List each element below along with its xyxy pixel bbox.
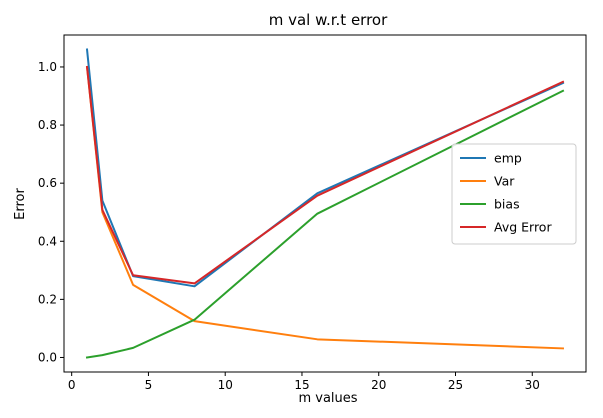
y-tick-label: 0.0 xyxy=(38,350,57,364)
legend-label: Var xyxy=(494,174,515,189)
legend-label: emp xyxy=(494,151,522,166)
x-axis-label: m values xyxy=(298,391,357,406)
legend-label: bias xyxy=(494,197,520,212)
legend-box xyxy=(451,143,577,245)
y-tick-label: 0.8 xyxy=(38,118,57,132)
x-tick-label: 15 xyxy=(294,378,309,392)
plot-frame xyxy=(63,34,587,373)
series-line-bias xyxy=(85,89,565,359)
y-tick-label: 1.0 xyxy=(38,60,57,74)
x-tick-label: 25 xyxy=(448,378,463,392)
x-axis: 0 5 10 15 20 25 30 xyxy=(68,372,540,392)
series-line-emp xyxy=(85,48,565,288)
x-tick-label: 0 xyxy=(68,378,76,392)
y-axis: 0.0 0.2 0.4 0.6 0.8 1.0 xyxy=(38,60,64,364)
x-tick-label: 30 xyxy=(525,378,540,392)
y-tick-label: 0.6 xyxy=(38,176,57,190)
y-axis-label: Error xyxy=(13,188,28,220)
x-tick-label: 5 xyxy=(145,378,153,392)
x-tick-label: 20 xyxy=(371,378,386,392)
x-tick-label: 10 xyxy=(218,378,233,392)
legend-label: Avg Error xyxy=(494,220,552,235)
series-line-avg-error xyxy=(85,65,565,285)
legend: emp Var bias Avg Error xyxy=(451,143,577,245)
y-tick-label: 0.2 xyxy=(38,292,57,306)
chart-title: m val w.r.t error xyxy=(269,11,388,29)
y-tick-label: 0.4 xyxy=(38,234,57,248)
plot-area xyxy=(85,48,565,359)
